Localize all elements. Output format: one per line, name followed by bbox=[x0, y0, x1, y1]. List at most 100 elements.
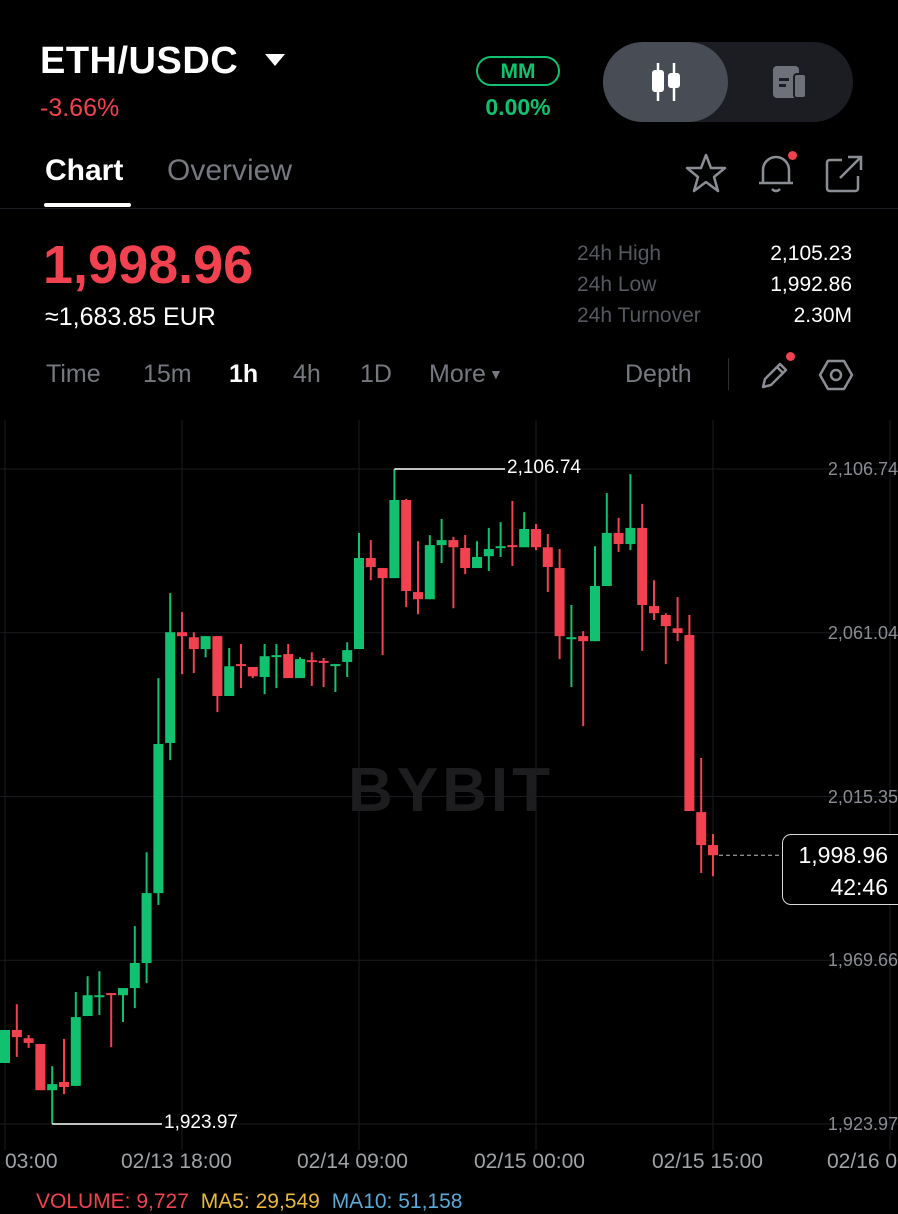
candle bbox=[177, 612, 187, 675]
share-icon[interactable] bbox=[824, 154, 866, 194]
candle bbox=[330, 664, 341, 693]
trading-pair-selector[interactable]: ETH/USDC bbox=[40, 40, 239, 82]
last-price: 1,998.96 bbox=[43, 235, 254, 295]
tab-chart[interactable]: Chart bbox=[45, 154, 124, 187]
caret-down-icon[interactable] bbox=[265, 54, 285, 66]
timeframe-1h[interactable]: 1h bbox=[229, 360, 259, 388]
candle-body bbox=[531, 528, 541, 548]
mm-badge[interactable]: MM bbox=[476, 56, 560, 86]
mm-value: 0.00% bbox=[485, 94, 551, 120]
timeframe-4h[interactable]: 4h bbox=[293, 360, 321, 388]
bybit-watermark: BYBIT bbox=[348, 756, 554, 825]
candle-body bbox=[507, 545, 518, 548]
x-tick-label: 02/14 09:00 bbox=[297, 1150, 408, 1173]
stat-value-low: 1,992.86 bbox=[770, 273, 852, 296]
candle-body bbox=[354, 558, 364, 650]
candle-body bbox=[649, 606, 659, 614]
candlestick-chart[interactable] bbox=[0, 420, 898, 1150]
candle bbox=[601, 493, 612, 586]
header-divider bbox=[0, 208, 898, 209]
candle-body bbox=[342, 650, 353, 662]
x-tick-label: 02/16 06:00 bbox=[827, 1150, 898, 1173]
stat-label-turnover: 24h Turnover bbox=[577, 304, 701, 327]
candle bbox=[247, 666, 258, 679]
timeframe-15m[interactable]: 15m bbox=[143, 360, 192, 388]
candle bbox=[259, 644, 270, 695]
more-label: More bbox=[429, 360, 486, 388]
candle bbox=[200, 636, 211, 658]
candle-body bbox=[177, 632, 187, 637]
candle-body bbox=[129, 962, 140, 989]
candle-body bbox=[625, 527, 636, 545]
tab-overview[interactable]: Overview bbox=[167, 154, 293, 187]
candle-body bbox=[224, 666, 235, 696]
candle-body bbox=[672, 628, 683, 633]
candlestick-icon bbox=[652, 63, 680, 101]
candle bbox=[531, 523, 541, 551]
candle bbox=[672, 597, 683, 642]
candle bbox=[436, 518, 447, 564]
candle-body bbox=[708, 845, 718, 856]
candle-body bbox=[212, 636, 223, 696]
candle bbox=[377, 568, 388, 656]
candle bbox=[295, 657, 305, 679]
pencil-icon[interactable] bbox=[758, 358, 792, 392]
star-icon[interactable] bbox=[685, 152, 727, 194]
candle-body bbox=[578, 636, 589, 642]
candle bbox=[141, 852, 152, 984]
stat-value-high: 2,105.23 bbox=[770, 242, 852, 265]
candle bbox=[47, 1066, 58, 1124]
candle bbox=[224, 647, 235, 696]
candle-body bbox=[82, 995, 93, 1017]
candle-body bbox=[413, 592, 423, 600]
candle-body bbox=[283, 654, 294, 679]
candle bbox=[306, 652, 317, 686]
candle bbox=[365, 540, 376, 581]
candle-body bbox=[259, 656, 270, 678]
candle-body bbox=[554, 568, 565, 637]
candle bbox=[625, 474, 636, 551]
candle-body bbox=[436, 540, 447, 546]
price-change-percent: -3.66% bbox=[40, 94, 120, 122]
more-timeframes-button[interactable]: More ▼ bbox=[429, 360, 503, 389]
candle-body bbox=[519, 528, 530, 548]
settings-hexagon-icon[interactable] bbox=[818, 357, 854, 393]
candle-body bbox=[153, 744, 164, 894]
candle-body bbox=[330, 664, 341, 667]
candle bbox=[94, 971, 105, 1015]
candle-body bbox=[188, 637, 199, 650]
y-tick-label: 2,015.35 bbox=[827, 787, 898, 807]
chart-view-button[interactable] bbox=[603, 42, 728, 122]
depth-button[interactable]: Depth bbox=[625, 360, 692, 388]
candle-body bbox=[141, 893, 152, 963]
candle-body bbox=[11, 1029, 22, 1038]
candle-body bbox=[271, 655, 282, 658]
candle bbox=[495, 522, 506, 557]
timeframe-1d[interactable]: 1D bbox=[360, 360, 392, 388]
ma5-value: MA5: 29,549 bbox=[200, 1190, 320, 1213]
candle-body bbox=[94, 995, 105, 998]
candle bbox=[637, 503, 648, 651]
candle-body bbox=[377, 568, 388, 579]
candle-body bbox=[613, 532, 624, 545]
news-view-button[interactable] bbox=[770, 64, 810, 105]
candle-body bbox=[424, 545, 435, 600]
candle-body bbox=[495, 546, 506, 549]
stat-label-high: 24h High bbox=[577, 242, 662, 265]
candle bbox=[11, 1004, 22, 1057]
candle bbox=[82, 976, 93, 1017]
high-price-marker: 2,106.74 bbox=[507, 457, 581, 478]
x-tick-label: 02/15 00:00 bbox=[474, 1150, 585, 1173]
y-tick-label: 2,106.74 bbox=[827, 459, 898, 479]
candle bbox=[23, 1035, 34, 1048]
timeframe-time[interactable]: Time bbox=[46, 360, 101, 388]
candle bbox=[566, 604, 577, 688]
bell-icon[interactable] bbox=[755, 150, 797, 196]
candle bbox=[590, 546, 600, 642]
candle bbox=[354, 532, 364, 650]
candle-body bbox=[306, 660, 317, 663]
candle bbox=[613, 517, 624, 552]
candle-body bbox=[460, 547, 471, 569]
candle bbox=[424, 535, 435, 600]
candle-body bbox=[118, 988, 128, 996]
